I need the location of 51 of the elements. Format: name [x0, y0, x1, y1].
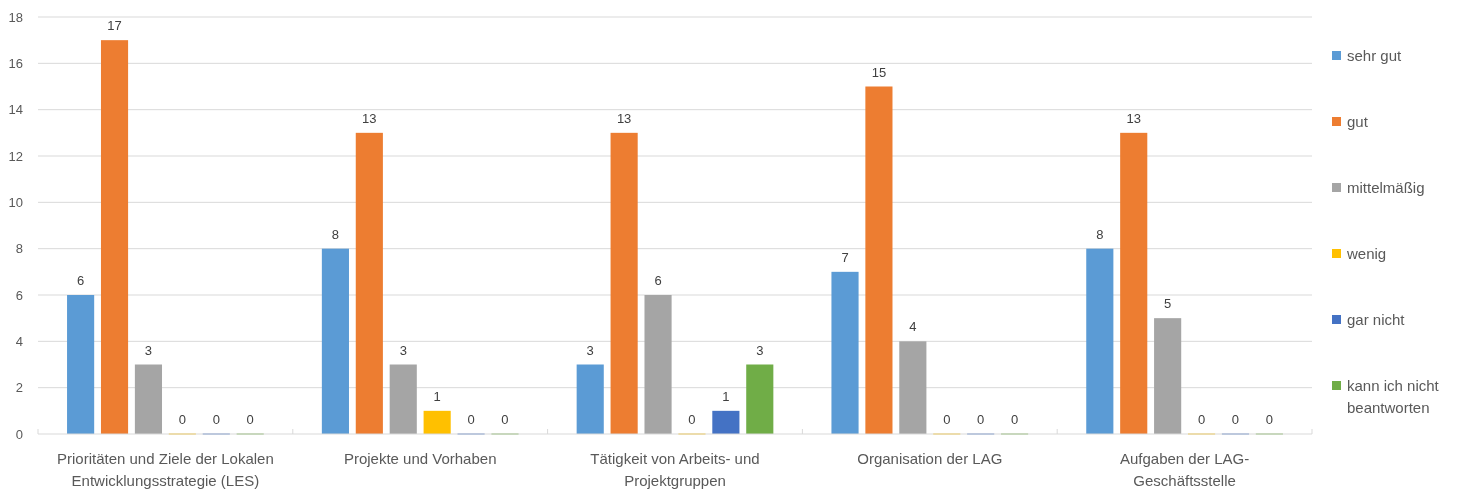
data-label: 8: [331, 226, 340, 242]
data-label: 3: [586, 342, 594, 358]
data-label: 6: [77, 273, 85, 288]
y-tick-label: 10: [8, 194, 23, 210]
x-tick-label: Projekte und Vorhaben: [343, 450, 497, 467]
data-label: 0: [501, 412, 509, 427]
data-label: 0: [178, 412, 186, 427]
data-label: 0: [1231, 412, 1240, 427]
y-tick-label: 16: [8, 55, 23, 71]
data-label: 13: [362, 110, 377, 126]
legend-label: mittelmäßig: [1347, 179, 1425, 196]
y-tick-label: 4: [15, 333, 23, 349]
data-label: 13: [1126, 110, 1141, 126]
data-label: 0: [1010, 412, 1019, 427]
y-tick-label: 8: [15, 241, 23, 257]
y-tick-label: 2: [15, 380, 23, 396]
data-label: 7: [841, 249, 849, 265]
data-label: 3: [144, 342, 153, 358]
data-label: 6: [654, 273, 662, 288]
data-label: 0: [943, 412, 951, 427]
y-tick-label: 0: [15, 426, 23, 442]
data-label: 0: [1197, 412, 1206, 427]
data-label: 0: [246, 412, 254, 427]
data-label: 1: [722, 388, 730, 404]
data-label: 13: [616, 110, 632, 126]
y-tick-label: 18: [8, 9, 23, 25]
y-tick-label: 12: [8, 148, 23, 164]
data-label: 1: [433, 388, 441, 404]
data-label: 8: [1096, 226, 1104, 242]
legend-label: gar nicht: [1347, 311, 1406, 328]
data-label: 0: [212, 412, 220, 427]
x-tick-label: Organisation der LAG: [857, 450, 1003, 467]
data-label: 0: [977, 412, 985, 427]
y-tick-label: 14: [8, 102, 23, 118]
x-tick-label: Prioritäten und Ziele der Lokalen Entwicklungsstrategie (LES): [57, 450, 274, 489]
y-tick-label: 6: [15, 287, 23, 303]
legend-label: gut: [1347, 113, 1369, 130]
data-label: 17: [107, 18, 122, 34]
data-label: 4: [909, 319, 917, 335]
legend-label: sehr gut: [1347, 47, 1403, 64]
x-tick-label: Tätigkeit von Arbeits- und Projektgruppen: [590, 450, 760, 489]
legend-label: wenig: [1346, 245, 1387, 262]
data-label: 15: [871, 64, 887, 80]
data-label: 3: [399, 342, 407, 358]
data-label: 0: [467, 412, 475, 427]
data-label: 0: [1265, 412, 1273, 427]
legend-label: kann ich nicht beantworten: [1347, 377, 1440, 416]
data-label: 0: [688, 412, 696, 427]
data-label: 5: [1164, 296, 1172, 312]
data-label: 3: [756, 342, 764, 358]
x-tick-label: Aufgaben der LAG-Geschäftsstelle: [1119, 450, 1250, 489]
